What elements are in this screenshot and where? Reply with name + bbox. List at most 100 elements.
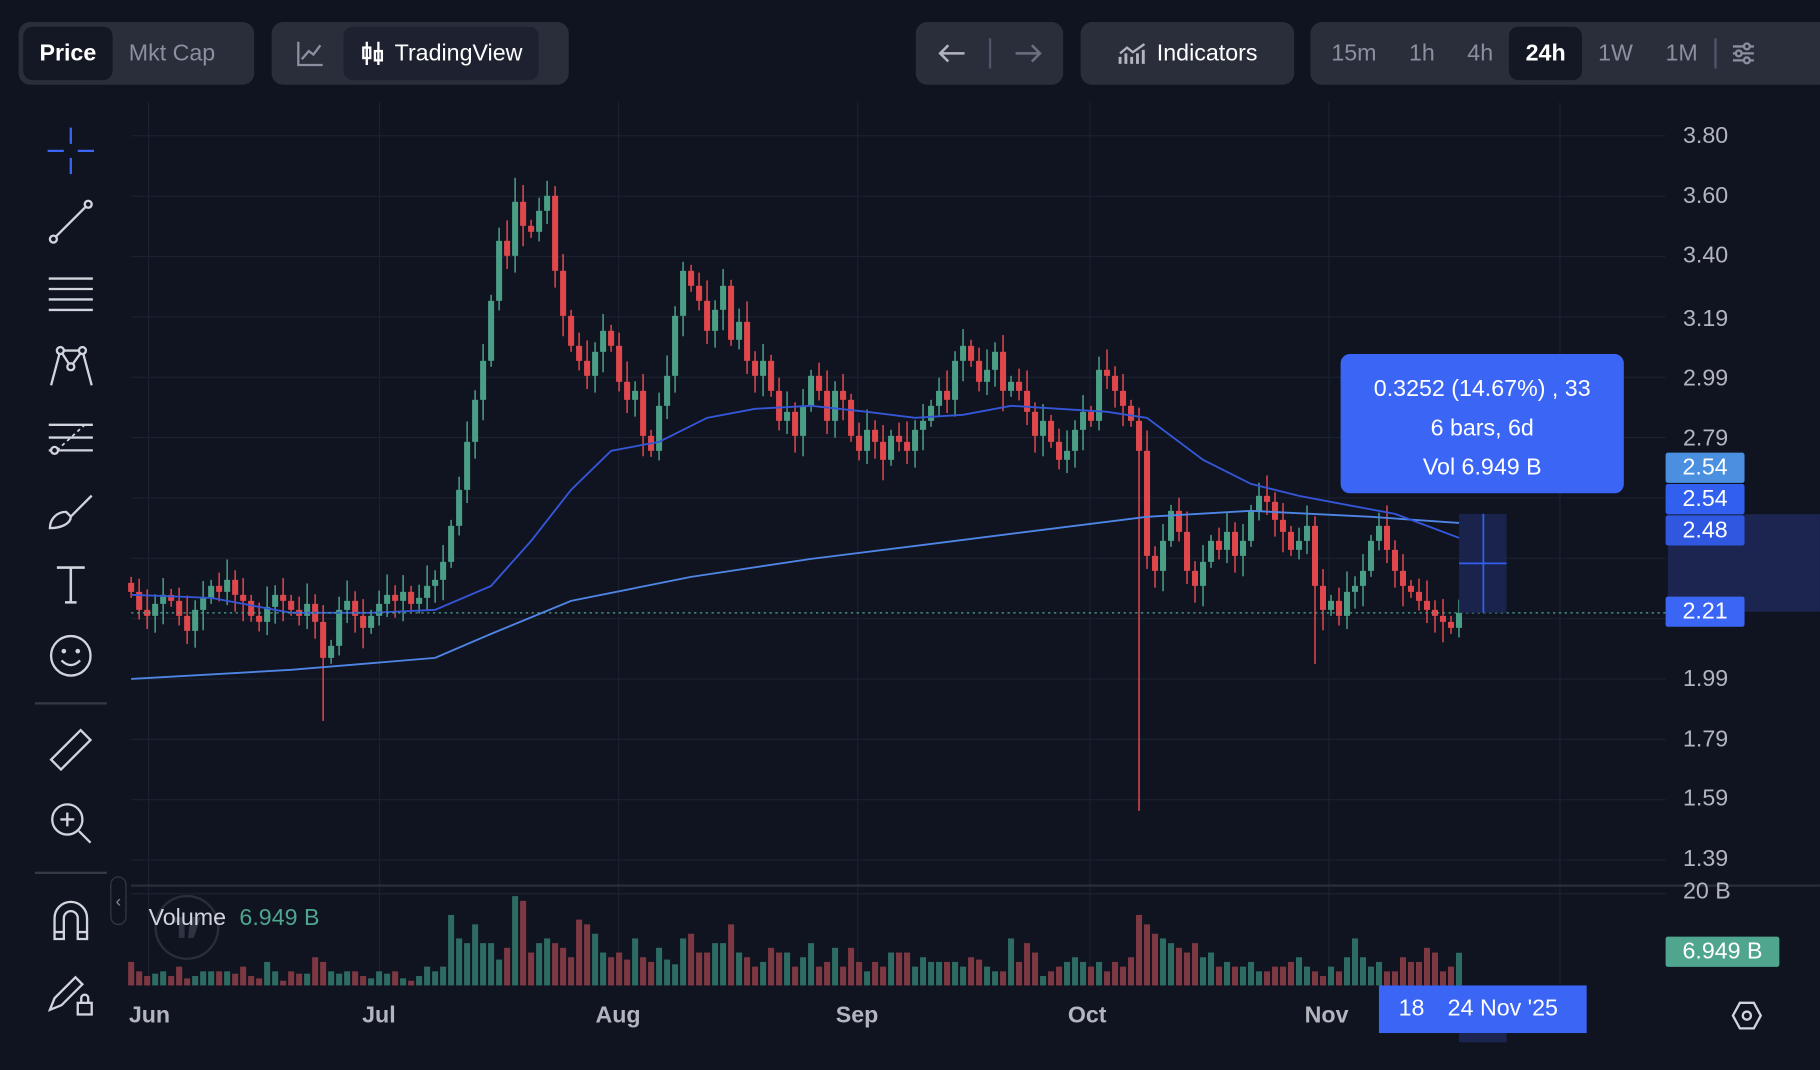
candle-body — [280, 594, 287, 601]
volume-bar — [392, 971, 399, 986]
volume-bar — [912, 966, 919, 986]
candle-body — [1072, 429, 1079, 451]
candle-body — [1431, 609, 1439, 616]
volume-bar — [968, 957, 975, 986]
divider — [988, 38, 991, 69]
candle-body — [1128, 405, 1135, 421]
volume-bar — [856, 961, 863, 986]
time-tick: Jun — [128, 1002, 171, 1029]
candle-body — [552, 195, 559, 271]
candle-body — [952, 360, 959, 400]
interval-1h[interactable]: 1h — [1408, 40, 1435, 66]
fib-tool[interactable] — [35, 413, 107, 466]
candle-body — [232, 579, 239, 595]
volume-bar — [1112, 961, 1119, 986]
collapse-toolbar-button[interactable]: ‹ — [110, 876, 127, 926]
redo-button[interactable] — [1003, 27, 1052, 80]
candle-body — [1208, 540, 1215, 562]
volume-bar — [1439, 971, 1447, 986]
candle-body — [1232, 531, 1239, 556]
trend-line-tool[interactable] — [35, 195, 107, 248]
volume-label: Volume — [148, 905, 227, 931]
price-badge-measure-top: 2.54 — [1665, 484, 1745, 515]
candle-body — [872, 429, 879, 442]
volume-bar — [896, 952, 903, 986]
volume-bar — [1232, 966, 1239, 986]
arrow-right-icon — [1015, 44, 1042, 63]
volume-bar — [560, 947, 567, 986]
volume-bar — [800, 957, 807, 986]
volume-bar — [168, 976, 175, 986]
text-tool[interactable] — [35, 557, 107, 610]
candle-body — [432, 579, 439, 586]
candle-body — [1016, 381, 1023, 391]
interval-15m[interactable]: 15m — [1331, 40, 1377, 66]
chart-settings-gear[interactable] — [1729, 998, 1764, 1039]
price-mode-toggle: Price Mkt Cap — [18, 22, 255, 85]
trend-line-icon — [48, 199, 93, 244]
volume-bar — [1208, 952, 1215, 986]
interval-1m[interactable]: 1M — [1665, 40, 1698, 66]
zoom-in-tool[interactable] — [35, 796, 107, 849]
volume-bar — [1343, 957, 1351, 986]
volume-bar — [1224, 961, 1231, 986]
volume-bar — [1064, 961, 1071, 986]
tradingview-button[interactable]: TradingView — [343, 26, 539, 81]
candle-body — [304, 603, 311, 616]
lock-drawings-tool[interactable] — [35, 967, 107, 1020]
volume-bar — [1383, 971, 1391, 986]
candle-body — [1327, 600, 1335, 610]
price-tick: 1.39 — [1683, 846, 1729, 872]
candle-body — [1288, 531, 1295, 550]
volume-bar — [288, 971, 295, 986]
line-chart-button[interactable] — [276, 27, 343, 80]
volume-bar — [528, 952, 535, 986]
undo-button[interactable] — [927, 27, 976, 80]
interval-24h[interactable]: 24h — [1509, 26, 1582, 81]
candle-body — [1160, 540, 1167, 571]
candle-body — [672, 315, 679, 376]
volume-bar — [1280, 966, 1287, 986]
price-tick: 3.60 — [1683, 183, 1729, 209]
volume-bar — [384, 973, 391, 986]
crosshair-tool[interactable] — [35, 124, 107, 177]
horizontal-lines-tool[interactable] — [35, 268, 107, 321]
volume-bar — [488, 943, 495, 986]
emoji-tool[interactable] — [35, 629, 107, 682]
indicators-button[interactable]: Indicators — [1085, 27, 1289, 80]
measure-tool[interactable] — [35, 724, 107, 777]
candle-body — [1335, 600, 1343, 616]
candle-body — [1088, 411, 1095, 421]
volume-bar — [296, 973, 303, 986]
interval-4h[interactable]: 4h — [1467, 40, 1494, 66]
candle-body — [1184, 531, 1191, 571]
gear-icon — [1731, 1001, 1763, 1030]
candle-body — [1296, 540, 1303, 550]
price-tab[interactable]: Price — [23, 26, 113, 81]
volume-bar — [1399, 957, 1407, 986]
chart-settings-button[interactable] — [1716, 27, 1769, 80]
candle-body — [1351, 585, 1359, 592]
volume-bar — [976, 959, 983, 986]
interval-1w[interactable]: 1W — [1598, 40, 1633, 66]
brush-tool[interactable] — [35, 485, 107, 538]
volume-bar — [880, 966, 887, 986]
candle-body — [1447, 621, 1455, 628]
mkt-cap-tab[interactable]: Mkt Cap — [128, 40, 216, 66]
candle-body — [1240, 540, 1247, 556]
magnet-tool[interactable] — [35, 894, 107, 947]
candle-body — [760, 360, 767, 376]
candle-body — [144, 609, 151, 616]
volume-bar — [1415, 961, 1423, 986]
candle-body — [488, 300, 495, 361]
line-chart-icon — [297, 41, 323, 67]
measure-time-band — [1458, 1033, 1507, 1043]
volume-bar — [376, 971, 383, 986]
volume-bar — [1407, 961, 1415, 986]
volume-bar — [632, 938, 639, 986]
time-tick: Jul — [362, 1002, 396, 1029]
pattern-tool[interactable] — [35, 340, 107, 393]
candle-body — [184, 615, 191, 631]
